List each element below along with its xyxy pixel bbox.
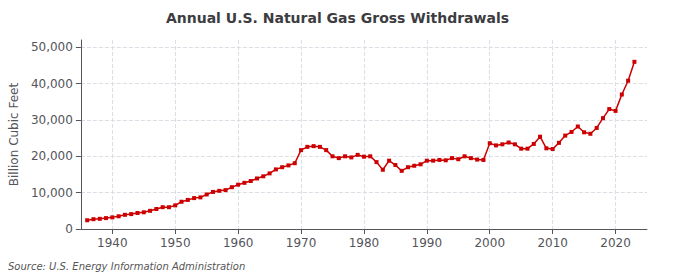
svg-text:30,000: 30,000 (31, 113, 73, 127)
svg-text:1960: 1960 (223, 236, 254, 250)
svg-text:1970: 1970 (286, 236, 317, 250)
svg-text:2000: 2000 (474, 236, 505, 250)
svg-text:Billion Cubic Feet: Billion Cubic Feet (7, 83, 21, 187)
svg-text:2020: 2020 (600, 236, 631, 250)
svg-text:Source: U.S. Energy Informatio: Source: U.S. Energy Information Administ… (8, 261, 245, 272)
svg-text:Annual U.S. Natural Gas Gross: Annual U.S. Natural Gas Gross Withdrawal… (166, 10, 509, 26)
svg-text:1950: 1950 (160, 236, 191, 250)
svg-text:20,000: 20,000 (31, 149, 73, 163)
svg-text:2010: 2010 (537, 236, 568, 250)
svg-text:1980: 1980 (349, 236, 380, 250)
svg-text:1990: 1990 (412, 236, 443, 250)
svg-text:1940: 1940 (97, 236, 128, 250)
svg-text:10,000: 10,000 (31, 186, 73, 200)
svg-text:50,000: 50,000 (31, 40, 73, 54)
svg-text:0: 0 (65, 222, 73, 236)
svg-text:40,000: 40,000 (31, 77, 73, 91)
